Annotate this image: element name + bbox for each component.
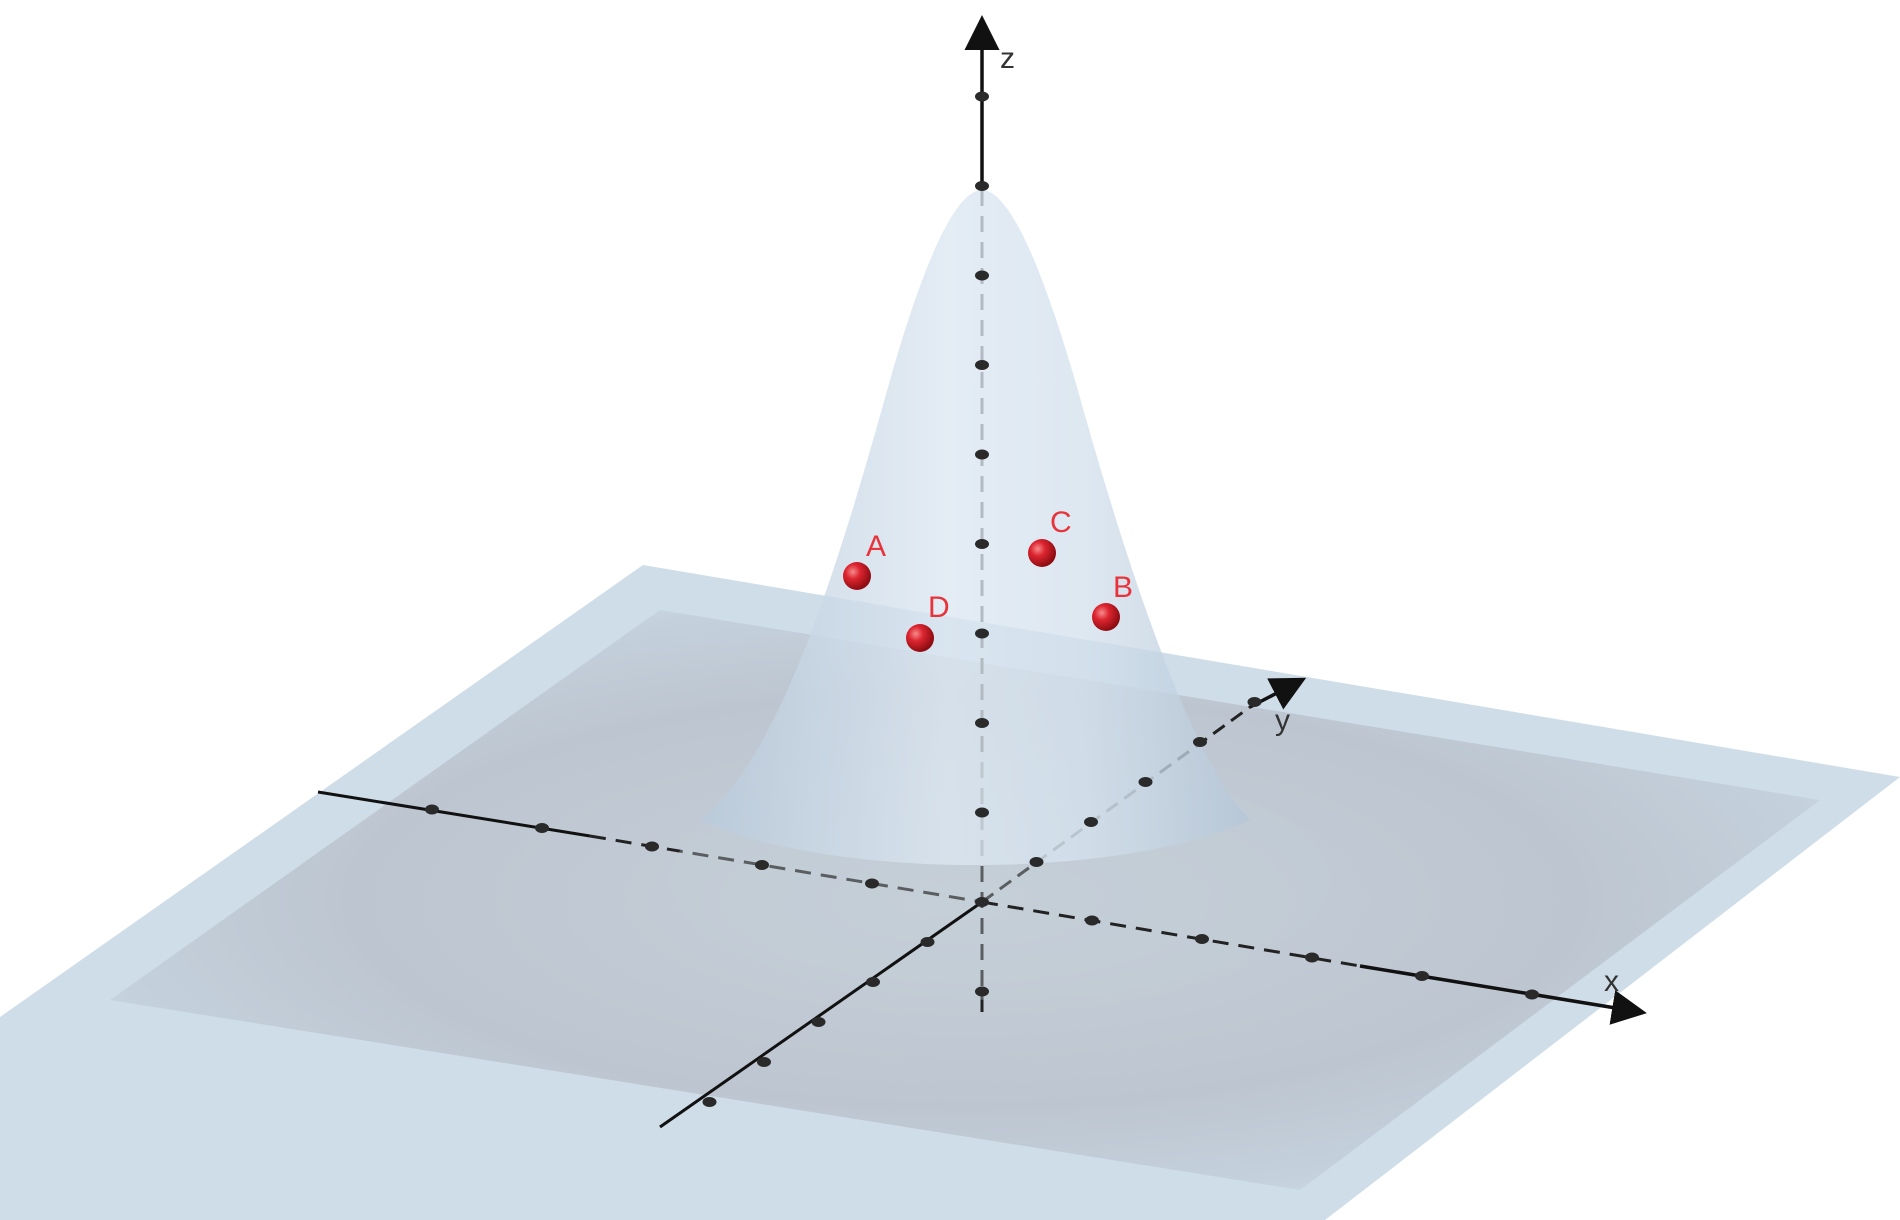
y-axis-tick <box>757 1057 771 1067</box>
y-axis-tick <box>1193 737 1207 747</box>
point-B[interactable]: B <box>1092 571 1133 631</box>
x-axis-tick <box>1305 952 1319 963</box>
x-axis-tick <box>865 878 879 889</box>
x-axis-tick <box>645 841 659 852</box>
y-axis-tick <box>920 937 935 947</box>
x-axis-tick <box>1085 915 1099 926</box>
x-axis-tick <box>1195 934 1209 944</box>
x-axis-tick <box>1525 989 1539 1000</box>
y-axis-tick <box>866 977 880 987</box>
z-axis-tick <box>975 718 989 728</box>
y-axis-tick <box>811 1017 826 1027</box>
point-B-label: B <box>1113 571 1133 604</box>
y-axis-tick <box>1138 777 1153 787</box>
point-C-label: C <box>1050 506 1072 539</box>
point-A-label: A <box>866 530 886 563</box>
y-axis-label: y <box>1275 704 1290 737</box>
axis-ticks <box>425 91 1539 1107</box>
y-axis-tick <box>1084 817 1098 827</box>
x-axis-tick <box>1415 971 1429 981</box>
z-axis-tick <box>975 270 989 281</box>
point-D-label: D <box>928 591 950 624</box>
point-C[interactable]: C <box>1028 506 1072 567</box>
z-axis-tick <box>975 986 989 997</box>
z-axis-tick <box>975 91 989 102</box>
x-axis-tick <box>755 860 769 870</box>
point-D-marker[interactable] <box>906 624 934 652</box>
point-B-marker[interactable] <box>1092 603 1120 631</box>
origin-tick <box>975 897 989 907</box>
surface-bell <box>700 190 1250 865</box>
z-axis-tick <box>975 807 989 818</box>
point-A[interactable]: A <box>843 530 886 590</box>
point-A-marker[interactable] <box>843 562 871 590</box>
z-axis-tick <box>975 449 989 460</box>
z-axis-tick <box>975 181 989 191</box>
x-axis-label: x <box>1604 965 1619 998</box>
surface-floor-shade <box>110 610 1820 1190</box>
x-axis-tick <box>535 823 549 833</box>
point-C-marker[interactable] <box>1028 539 1056 567</box>
z-axis-tick <box>975 628 989 639</box>
z-axis-tick <box>975 360 989 370</box>
z-axis-tick <box>975 539 989 549</box>
z-axis-label: z <box>1000 42 1015 75</box>
x-axis-tick <box>425 804 439 815</box>
y-axis-tick <box>702 1097 717 1107</box>
y-axis-tick <box>1029 857 1044 867</box>
point-D[interactable]: D <box>906 591 950 652</box>
x-axis-front-dashed <box>981 900 1361 968</box>
y-axis-tick <box>1247 697 1262 707</box>
x-axis-front <box>1359 964 1647 1025</box>
